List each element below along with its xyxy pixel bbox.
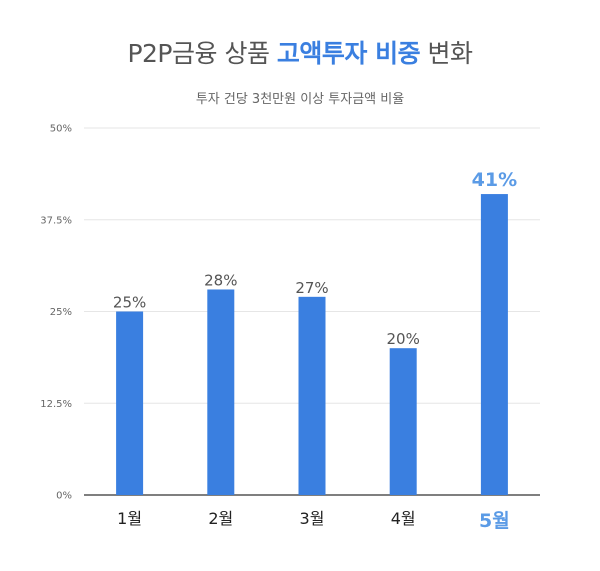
chart-subtitle: 투자 건당 3천만원 이상 투자금액 비율	[195, 92, 405, 107]
bar	[207, 289, 235, 495]
y-tick-label: 37.5%	[40, 215, 72, 226]
chart-title: P2P금융 상품 고액투자 비중 변화	[0, 34, 600, 70]
data-label: 28%	[204, 271, 237, 289]
chart-title-prefix: P2P금융 상품	[127, 39, 277, 68]
chart-title-suffix: 변화	[420, 39, 474, 68]
bar	[116, 311, 144, 495]
data-label: 20%	[387, 330, 420, 348]
y-tick-label: 25%	[50, 307, 72, 318]
data-label: 25%	[113, 294, 146, 312]
y-tick-label: 0%	[56, 491, 72, 502]
data-label: 27%	[295, 279, 328, 297]
y-tick-label: 50%	[50, 124, 72, 135]
bar	[298, 296, 326, 495]
x-tick-label: 3월	[300, 509, 325, 528]
y-tick-label: 12.5%	[40, 399, 72, 410]
data-label: 41%	[472, 169, 517, 191]
x-tick-label: 1월	[117, 509, 142, 528]
chart-title-highlight: 고액투자 비중	[276, 39, 421, 68]
x-tick-label: 5월	[479, 510, 510, 532]
x-tick-label: 2월	[208, 509, 233, 528]
bar	[389, 348, 417, 495]
x-tick-label: 4월	[391, 509, 416, 528]
bar	[480, 194, 508, 495]
